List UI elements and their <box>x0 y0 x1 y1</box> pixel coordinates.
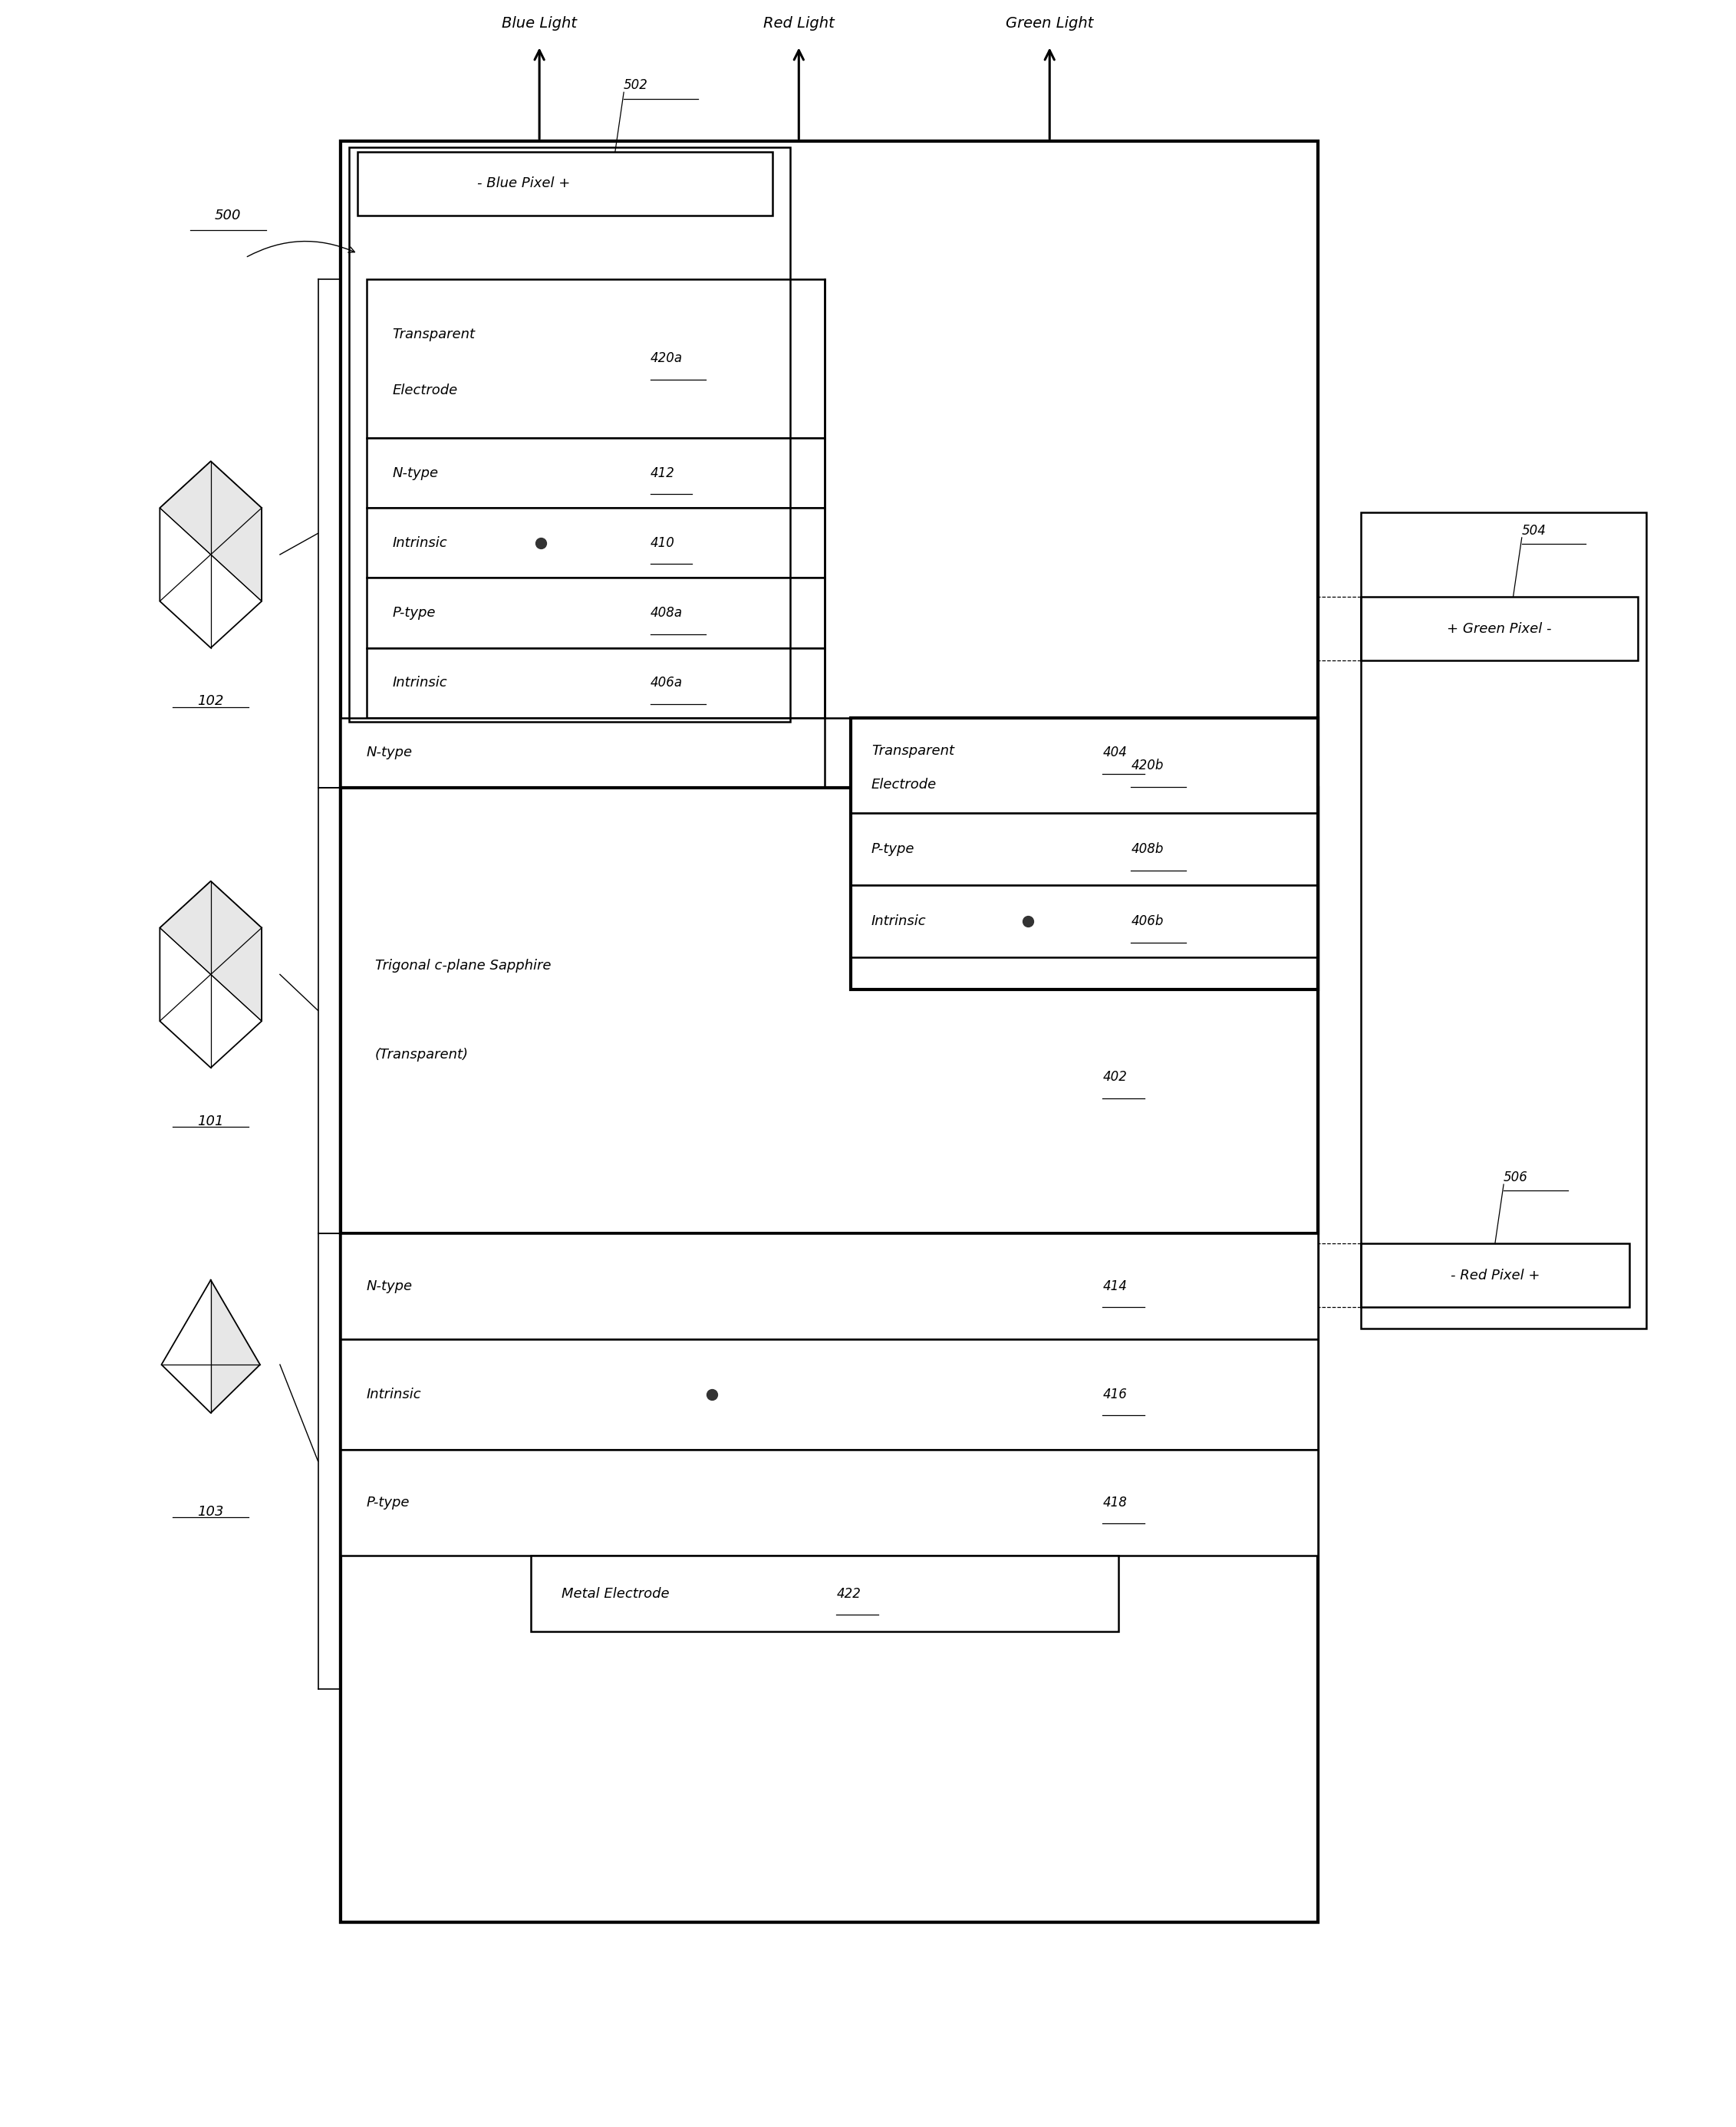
Bar <box>531 1555 1118 1631</box>
Text: Intrinsic: Intrinsic <box>392 676 448 689</box>
Text: Green Light: Green Light <box>1005 17 1094 30</box>
Text: P-type: P-type <box>392 606 436 619</box>
Text: Intrinsic: Intrinsic <box>392 536 448 549</box>
Polygon shape <box>160 462 262 602</box>
Text: 408b: 408b <box>1130 842 1163 857</box>
Text: Blue Light: Blue Light <box>502 17 576 30</box>
Text: 408a: 408a <box>651 606 682 619</box>
Bar <box>340 140 1318 1923</box>
Bar <box>366 649 825 717</box>
Text: Red Light: Red Light <box>764 17 835 30</box>
Text: 101: 101 <box>198 1115 224 1127</box>
Text: 420a: 420a <box>651 351 682 366</box>
Text: 412: 412 <box>651 466 675 481</box>
Text: 416: 416 <box>1102 1387 1127 1402</box>
Bar <box>1361 513 1646 1329</box>
Bar <box>340 140 1318 1923</box>
Polygon shape <box>210 1280 260 1412</box>
Bar <box>366 579 825 649</box>
Bar <box>340 1340 1318 1448</box>
Text: Transparent: Transparent <box>871 744 955 757</box>
Text: 414: 414 <box>1102 1278 1127 1293</box>
Bar <box>1361 598 1637 661</box>
Bar <box>340 717 1318 787</box>
Text: - Red Pixel +: - Red Pixel + <box>1450 1268 1540 1283</box>
Text: N-type: N-type <box>366 747 413 759</box>
Text: P-type: P-type <box>871 842 915 857</box>
Bar <box>349 147 790 721</box>
Text: N-type: N-type <box>366 1278 413 1293</box>
Text: 406a: 406a <box>651 676 682 689</box>
Text: Intrinsic: Intrinsic <box>366 1387 422 1402</box>
Bar <box>851 717 1318 989</box>
Text: (Transparent): (Transparent) <box>375 1049 469 1061</box>
Text: 500: 500 <box>215 208 241 221</box>
Text: Transparent: Transparent <box>392 328 476 342</box>
Text: 504: 504 <box>1522 523 1547 538</box>
Text: 406b: 406b <box>1130 915 1163 927</box>
Text: 418: 418 <box>1102 1495 1127 1510</box>
Text: 103: 103 <box>198 1504 224 1519</box>
Bar <box>358 151 773 215</box>
Text: - Blue Pixel +: - Blue Pixel + <box>477 177 571 189</box>
Bar <box>340 1234 1318 1340</box>
Text: 502: 502 <box>623 79 648 91</box>
Text: Electrode: Electrode <box>392 383 458 398</box>
Polygon shape <box>160 881 262 1021</box>
Bar <box>1361 1244 1628 1308</box>
Text: 422: 422 <box>837 1587 861 1600</box>
Text: 404: 404 <box>1102 747 1127 759</box>
Text: Trigonal c-plane Sapphire: Trigonal c-plane Sapphire <box>375 959 550 972</box>
Bar <box>366 438 825 508</box>
Bar <box>851 885 1318 957</box>
Bar <box>851 717 1318 813</box>
Text: 420b: 420b <box>1130 759 1163 772</box>
Bar <box>366 508 825 579</box>
Text: + Green Pixel -: + Green Pixel - <box>1446 621 1552 636</box>
Text: Metal Electrode: Metal Electrode <box>562 1587 670 1600</box>
Bar <box>366 279 825 438</box>
Text: Electrode: Electrode <box>871 778 937 791</box>
Text: Intrinsic: Intrinsic <box>871 915 927 927</box>
Text: 402: 402 <box>1102 1070 1127 1085</box>
Text: N-type: N-type <box>392 466 439 481</box>
Bar <box>340 787 1318 1234</box>
Text: 506: 506 <box>1503 1170 1528 1185</box>
Bar <box>340 1448 1318 1555</box>
Text: 102: 102 <box>198 696 224 708</box>
Bar <box>851 813 1318 885</box>
Text: P-type: P-type <box>366 1495 410 1510</box>
Text: 410: 410 <box>651 536 675 549</box>
